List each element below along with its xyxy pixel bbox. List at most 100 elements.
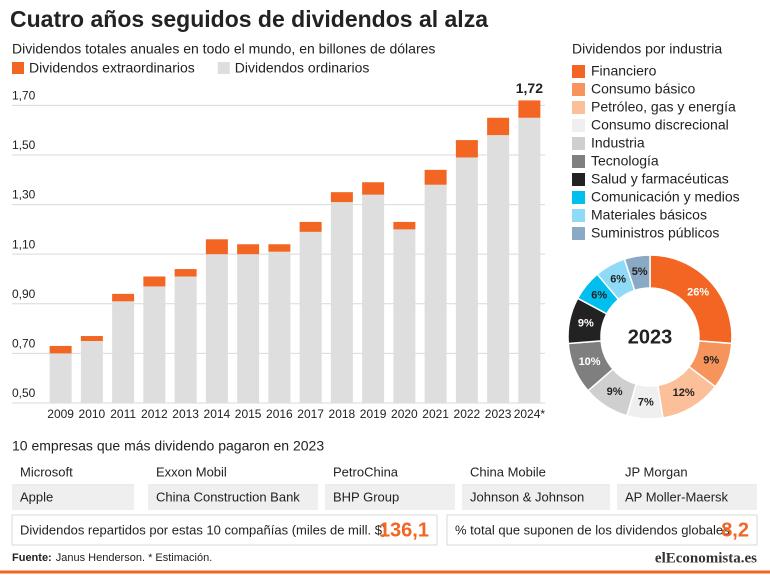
bar-segment <box>205 239 228 255</box>
slice-label: 12% <box>673 387 695 399</box>
table-cell-bg <box>617 486 757 510</box>
table-cell-bg <box>148 486 318 510</box>
company-name: Apple <box>20 489 53 504</box>
logo: elEconomista.es <box>655 550 757 566</box>
total-label: 1,72 <box>516 80 543 96</box>
legend-swatch <box>572 65 585 78</box>
source-text: Janus Henderson. * Estimación. <box>56 552 213 564</box>
table-cell-bg <box>462 486 610 510</box>
stat-box <box>446 514 758 546</box>
chart-title: Dividendos totales anuales en todo el mu… <box>12 41 435 57</box>
x-tick-label: 2016 <box>266 407 293 421</box>
company-name: PetroChina <box>333 464 399 479</box>
y-tick-label: 0,50 <box>12 386 36 400</box>
x-tick-label: 2024* <box>514 407 546 421</box>
x-tick-label: 2011 <box>110 407 136 421</box>
legend-label: Petróleo, gas y energía <box>591 99 736 115</box>
company-name: BHP Group <box>333 489 399 504</box>
legend-swatch <box>572 137 585 150</box>
bar-segment <box>299 231 322 403</box>
bar-segment <box>205 254 228 403</box>
x-tick-label: 2010 <box>79 407 106 421</box>
bar-segment <box>455 140 478 158</box>
legend-swatch <box>12 62 24 74</box>
slice-label: 26% <box>687 286 709 298</box>
bar-segment <box>237 244 260 255</box>
legend-label: Consumo básico <box>591 81 695 97</box>
bar-segment <box>143 276 166 287</box>
y-tick-label: 1,70 <box>12 89 36 103</box>
bar-segment <box>80 336 103 341</box>
bar-segment <box>143 286 166 403</box>
bar-segment <box>112 301 135 403</box>
legend-swatch <box>572 101 585 114</box>
x-tick-label: 2012 <box>141 407 168 421</box>
y-tick-label: 0,70 <box>12 337 36 351</box>
y-tick-label: 1,30 <box>12 188 36 202</box>
legend-label: Comunicación y medios <box>591 189 740 205</box>
legend-swatch <box>217 62 230 74</box>
legend-label: Consumo discrecional <box>591 117 729 133</box>
source-label: Fuente: <box>12 552 52 564</box>
legend-label: Financiero <box>591 63 657 79</box>
bar-segment <box>237 254 260 403</box>
bar-segment <box>455 157 478 403</box>
x-tick-label: 2018 <box>329 407 356 421</box>
legend-swatch <box>572 227 585 240</box>
chart-title: Dividendos por industria <box>572 41 722 57</box>
bar-segment <box>330 202 353 403</box>
donut-slice <box>623 254 651 292</box>
legend-swatch <box>572 209 585 222</box>
bar-segment <box>518 100 541 118</box>
bar-segment <box>174 276 197 403</box>
slice-label: 6% <box>610 274 626 286</box>
slice-label: 9% <box>578 317 594 329</box>
bar-segment <box>362 182 385 195</box>
x-tick-label: 2022 <box>454 407 481 421</box>
x-tick-label: 2017 <box>297 407 324 421</box>
x-tick-label: 2013 <box>172 407 199 421</box>
bar-segment <box>268 244 291 252</box>
bar-segment <box>112 293 135 302</box>
slice-label: 5% <box>632 266 648 278</box>
bar-segment <box>518 117 541 403</box>
x-tick-label: 2014 <box>204 407 231 421</box>
legend-swatch <box>572 83 585 96</box>
bar-segment <box>424 169 447 185</box>
stat-value: 136,1 <box>379 519 429 541</box>
bar-segment <box>393 221 416 230</box>
x-tick-label: 2015 <box>235 407 262 421</box>
table-cell-bg <box>12 486 134 510</box>
x-tick-label: 2009 <box>47 407 74 421</box>
legend-swatch <box>572 155 585 168</box>
y-tick-label: 1,50 <box>12 138 36 152</box>
table-cell-bg <box>325 486 455 510</box>
x-tick-label: 2023 <box>485 407 512 421</box>
bar-segment <box>80 340 103 403</box>
bar-segment <box>362 194 385 403</box>
donut-center-label: 2023 <box>628 326 673 348</box>
bar-segment <box>49 353 72 403</box>
legend-label: Dividendos ordinarios <box>235 60 370 76</box>
legend-label: Industria <box>591 135 645 151</box>
legend-label: Materiales básicos <box>591 207 707 223</box>
company-name: AP Moller-Maersk <box>625 489 729 504</box>
legend-label: Tecnología <box>591 153 659 169</box>
x-tick-label: 2019 <box>360 407 387 421</box>
company-name: JP Morgan <box>625 464 688 479</box>
slice-label: 6% <box>591 290 607 302</box>
stat-box <box>11 514 438 546</box>
legend-label: Suministros públicos <box>591 225 719 241</box>
legend-label: Dividendos extraordinarios <box>29 60 195 76</box>
stat-label: % total que suponen de los dividendos gl… <box>455 522 730 537</box>
company-name: Johnson & Johnson <box>470 489 584 504</box>
legend-swatch <box>572 173 585 186</box>
slice-label: 9% <box>607 386 623 398</box>
slice-label: 10% <box>579 356 601 368</box>
stat-value: 8,2 <box>721 519 749 541</box>
bar-segment <box>330 192 353 203</box>
bar-segment <box>487 135 510 404</box>
bar-segment <box>393 229 416 403</box>
bar-segment <box>174 269 197 277</box>
